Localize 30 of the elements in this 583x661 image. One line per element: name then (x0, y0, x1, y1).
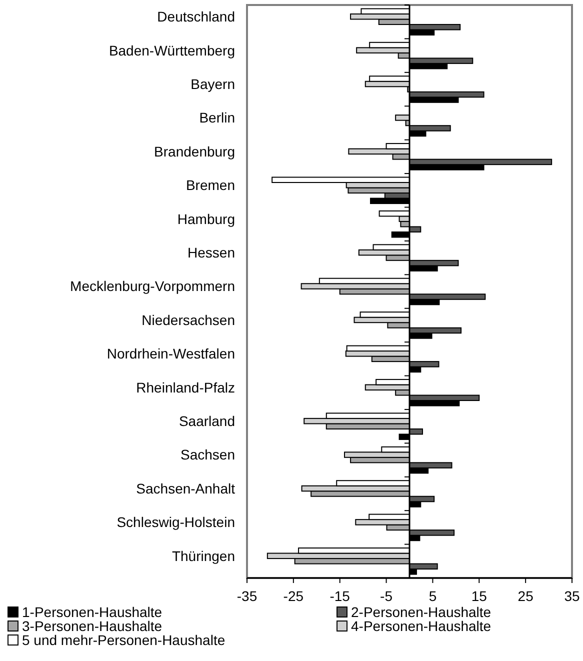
y-tick-label: Hamburg (177, 210, 235, 227)
legend-label: 4-Personen-Haushalte (351, 618, 492, 634)
y-tick-label: Nordrhein-Westfalen (106, 346, 235, 362)
y-tick-label: Saarland (178, 413, 235, 430)
y-tick-label: Schleswig-Holstein (116, 514, 235, 530)
x-tick-label: -5 (380, 588, 393, 604)
y-tick-label: Rheinland-Pfalz (136, 379, 235, 396)
x-tick-label: -15 (330, 588, 350, 604)
y-tick-label: Berlin (199, 110, 235, 126)
y-tick-label: Bremen (186, 177, 235, 194)
legend-label: 1-Personen-Haushalte (22, 604, 162, 620)
y-tick-label: Mecklenburg-Vorpommern (70, 278, 235, 294)
x-tick-label: -25 (283, 588, 304, 604)
x-tick-label: 15 (471, 588, 488, 604)
y-tick-label: Thüringen (172, 548, 235, 564)
legend-label: 2-Personen-Haushalte (351, 604, 492, 620)
y-tick-label: Hessen (188, 244, 235, 260)
y-tick-label: Baden-Württemberg (108, 42, 235, 58)
y-tick-label: Niedersachsen (142, 312, 235, 328)
y-tick-label: Sachsen-Anhalt (136, 480, 236, 496)
legend-label: 5 und mehr-Personen-Haushalte (22, 632, 226, 648)
y-tick-label: Deutschland (157, 8, 235, 25)
x-tick-label: 35 (564, 588, 580, 604)
legend-label: 3-Personen-Haushalte (22, 618, 162, 634)
x-tick-label: -35 (236, 588, 258, 604)
y-tick-label: Sachsen (180, 446, 235, 463)
x-tick-label: 25 (518, 588, 534, 604)
y-tick-label: Bayern (190, 76, 235, 92)
y-tick-label: Brandenburg (154, 143, 235, 160)
x-tick-label: 5 (428, 588, 437, 604)
